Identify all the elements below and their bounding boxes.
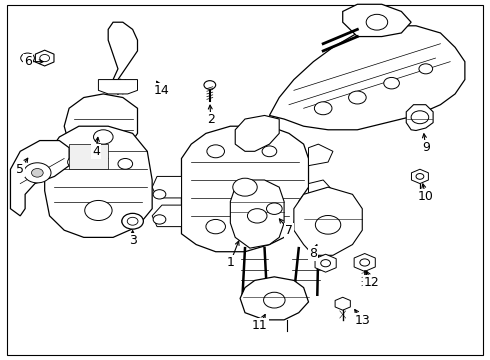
Text: 14: 14 xyxy=(154,84,170,97)
Text: 4: 4 xyxy=(92,145,100,158)
Polygon shape xyxy=(181,126,309,252)
Text: 2: 2 xyxy=(207,113,215,126)
Circle shape xyxy=(262,146,277,157)
Polygon shape xyxy=(354,253,375,271)
Circle shape xyxy=(384,77,399,89)
Circle shape xyxy=(264,292,285,308)
Circle shape xyxy=(321,260,331,267)
Polygon shape xyxy=(230,180,284,248)
Polygon shape xyxy=(294,187,362,255)
Polygon shape xyxy=(412,169,428,184)
Text: 12: 12 xyxy=(364,276,380,289)
Polygon shape xyxy=(10,140,69,216)
Polygon shape xyxy=(45,126,152,237)
Polygon shape xyxy=(335,297,350,310)
Polygon shape xyxy=(64,94,138,155)
Circle shape xyxy=(122,213,144,229)
Text: 3: 3 xyxy=(129,234,137,247)
Polygon shape xyxy=(98,80,138,94)
Circle shape xyxy=(316,216,341,234)
Circle shape xyxy=(31,168,43,177)
Circle shape xyxy=(24,56,30,60)
Text: 1: 1 xyxy=(226,256,234,269)
Polygon shape xyxy=(240,277,309,320)
Circle shape xyxy=(85,201,112,221)
Polygon shape xyxy=(152,176,181,198)
Circle shape xyxy=(94,130,113,144)
Circle shape xyxy=(366,14,388,30)
Circle shape xyxy=(207,145,224,158)
Circle shape xyxy=(24,163,51,183)
Circle shape xyxy=(416,174,424,179)
Polygon shape xyxy=(35,50,54,66)
Circle shape xyxy=(21,53,34,63)
Circle shape xyxy=(153,190,166,199)
Text: 7: 7 xyxy=(285,224,293,237)
Text: 13: 13 xyxy=(354,314,370,327)
Circle shape xyxy=(419,64,433,74)
Text: 8: 8 xyxy=(309,247,318,260)
Circle shape xyxy=(267,203,282,215)
Circle shape xyxy=(315,102,332,115)
Circle shape xyxy=(118,158,133,169)
Circle shape xyxy=(68,156,85,168)
Polygon shape xyxy=(309,144,333,166)
Circle shape xyxy=(233,178,257,196)
Polygon shape xyxy=(108,22,138,80)
Text: 11: 11 xyxy=(252,319,268,332)
Circle shape xyxy=(127,217,138,225)
Circle shape xyxy=(206,220,225,234)
Circle shape xyxy=(360,259,369,266)
Circle shape xyxy=(40,54,49,62)
Polygon shape xyxy=(270,26,465,130)
Polygon shape xyxy=(152,205,181,226)
Circle shape xyxy=(153,215,166,224)
Polygon shape xyxy=(315,254,336,272)
Text: 9: 9 xyxy=(422,141,430,154)
Text: 6: 6 xyxy=(24,55,31,68)
Circle shape xyxy=(411,111,429,124)
Circle shape xyxy=(348,91,366,104)
Text: 10: 10 xyxy=(418,190,434,203)
Text: 5: 5 xyxy=(16,163,24,176)
Polygon shape xyxy=(406,105,433,131)
Polygon shape xyxy=(309,180,333,202)
Circle shape xyxy=(204,81,216,89)
Polygon shape xyxy=(343,4,411,37)
Polygon shape xyxy=(69,144,108,169)
Polygon shape xyxy=(235,116,279,151)
Circle shape xyxy=(247,209,267,223)
